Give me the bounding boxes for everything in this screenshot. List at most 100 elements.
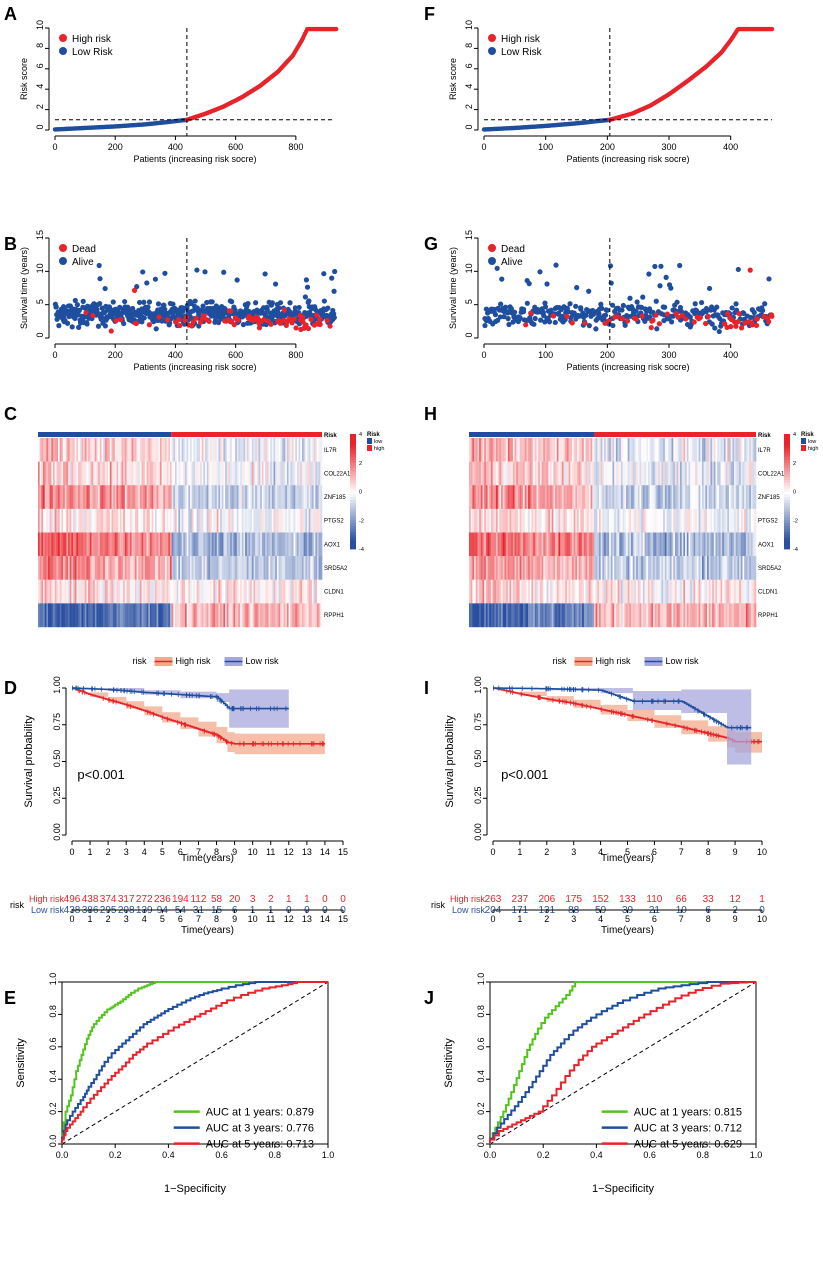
dead-point (736, 310, 742, 317)
heatmap-cell (529, 508, 532, 533)
heatmap-cell (108, 532, 111, 557)
heatmap-cell (696, 461, 699, 486)
heatmap-cell (39, 579, 42, 604)
heatmap-cell (158, 532, 161, 557)
heatmap-cell (536, 556, 539, 580)
heatmap-cell (691, 603, 694, 628)
heatmap-cell (49, 508, 52, 533)
y-tick-label: 10 (464, 20, 474, 30)
heatmap-cell (43, 438, 45, 462)
y-tick-label: 6 (464, 63, 474, 68)
heatmap-cell (676, 485, 679, 510)
heatmap-cell (131, 532, 134, 557)
heatmap-cell (154, 461, 157, 486)
heatmap-cell (196, 461, 199, 486)
heatmap-cell (538, 508, 541, 533)
heatmap-cell (669, 461, 672, 486)
heatmap-cell (507, 461, 510, 486)
heatmap-cell (291, 579, 294, 604)
heatmap-cell (587, 603, 590, 628)
dead-point (749, 322, 755, 328)
heatmap-cell (276, 532, 279, 557)
heatmap-cell (553, 485, 556, 510)
heatmap-cell (472, 532, 475, 557)
alive-point (508, 306, 514, 312)
heatmap-cell (578, 461, 581, 486)
heatmap-cell (539, 485, 542, 510)
panel-letter-I: I (424, 678, 429, 698)
heatmap-cell (133, 508, 136, 533)
heatmap-cell (63, 603, 66, 628)
heatmap-cell (53, 556, 56, 580)
alive-point (74, 302, 80, 308)
heatmap-cell (558, 485, 561, 510)
heatmap-cell (190, 461, 192, 486)
heatmap-cell (168, 438, 171, 462)
heatmap-cell (164, 579, 167, 604)
scale-tick-label: 4 (359, 432, 362, 438)
heatmap-cell (651, 579, 654, 604)
heatmap-cell (696, 556, 699, 580)
heatmap-cell (161, 438, 164, 462)
heatmap-cell (691, 485, 694, 510)
heatmap-cell (690, 485, 693, 510)
heatmap-cell (663, 532, 666, 557)
heatmap-cell (134, 556, 137, 580)
heatmap-cell (191, 438, 194, 462)
heatmap-cell (656, 485, 659, 510)
heatmap-cell (514, 461, 517, 486)
heatmap-cell (484, 556, 487, 580)
heatmap-cell (99, 579, 102, 604)
heatmap-cell (84, 556, 87, 580)
heatmap-cell (210, 532, 213, 557)
heatmap-cell (161, 532, 164, 557)
dead-point (327, 323, 333, 329)
heatmap-cell (195, 603, 198, 628)
heatmap-cell (568, 556, 571, 580)
heatmap-cell (521, 603, 524, 628)
alive-point (553, 262, 559, 268)
heatmap-cell (487, 438, 490, 462)
heatmap-cell (626, 532, 628, 557)
alive-point (526, 281, 532, 287)
alive-point (102, 285, 108, 292)
heatmap-cell (659, 438, 662, 462)
heatmap-cell (708, 508, 711, 533)
heatmap-cell (99, 508, 102, 533)
heatmap-cell (715, 556, 718, 580)
heatmap-cell (96, 485, 99, 510)
risk-table-cell: 438 (82, 894, 99, 905)
heatmap-cell (240, 556, 243, 580)
heatmap-cell (134, 461, 137, 486)
heatmap-cell (484, 461, 487, 486)
x-tick-label: 13 (302, 847, 312, 857)
heatmap-cell (88, 508, 91, 533)
heatmap-cell (489, 485, 492, 510)
heatmap-cell (250, 579, 253, 604)
heatmap-cell (146, 532, 149, 557)
heatmap-cell (89, 438, 92, 462)
heatmap-cell (166, 579, 169, 604)
heatmap-cell (73, 461, 76, 486)
heatmap-cell (270, 579, 273, 604)
heatmap-cell (49, 438, 52, 462)
heatmap-cell (295, 485, 298, 510)
heatmap-cell (626, 461, 628, 486)
heatmap-cell (91, 603, 94, 628)
heatmap-cell (311, 556, 314, 580)
heatmap-cell (261, 556, 264, 580)
alive-point (331, 314, 337, 321)
heatmap-cell (93, 461, 96, 486)
heatmap-cell (728, 485, 731, 510)
heatmap-cell (669, 532, 672, 557)
heatmap-cell (492, 579, 495, 604)
survival-curve (72, 687, 289, 710)
heatmap-cell (674, 556, 677, 580)
heatmap-cell (631, 556, 634, 580)
heatmap-cell (285, 603, 288, 628)
heatmap-cell (46, 508, 49, 533)
heatmap-cell (174, 603, 177, 628)
heatmap-cell (218, 579, 221, 604)
heatmap-cell (123, 603, 126, 628)
heatmap-cell (88, 485, 91, 510)
